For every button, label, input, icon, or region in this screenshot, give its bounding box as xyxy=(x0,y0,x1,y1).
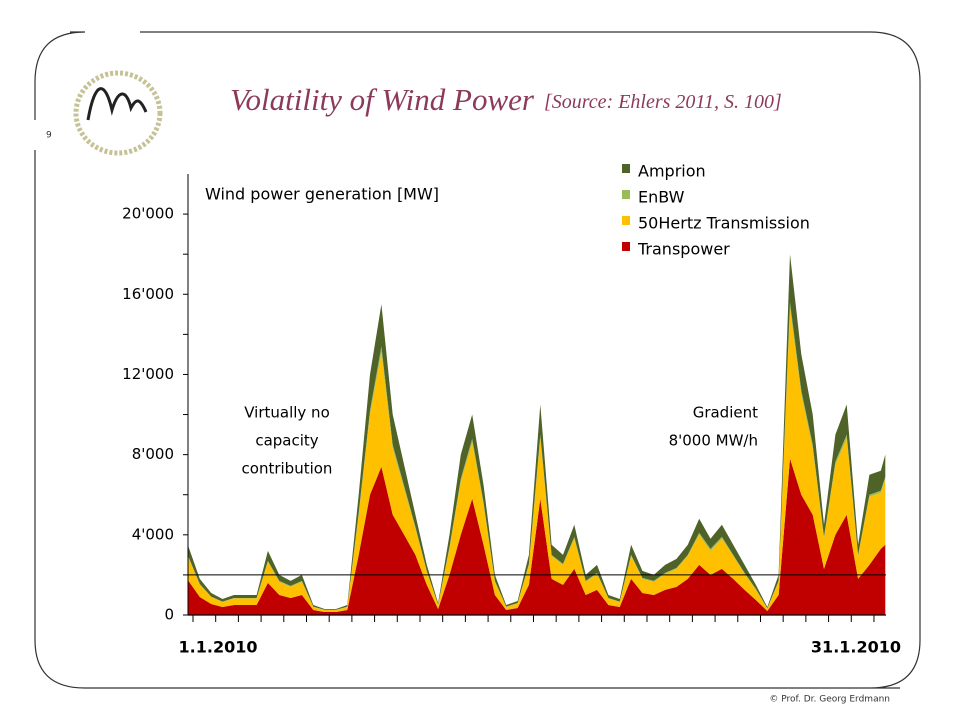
legend-label: Transpower xyxy=(637,240,730,259)
copyright: © Prof. Dr. Georg Erdmann xyxy=(769,695,890,705)
y-tick-label: 8'000 xyxy=(132,445,174,463)
logo xyxy=(73,70,163,156)
y-tick-label: 0 xyxy=(164,606,174,624)
x-tick-label: 31.1.2010 xyxy=(811,638,901,657)
title-source: [Source: Ehlers 2011, S. 100] xyxy=(544,91,782,113)
legend-swatch xyxy=(622,242,630,251)
y-tick-label: 20'000 xyxy=(122,205,174,223)
annotation: 8'000 MW/h xyxy=(669,432,758,450)
annotation: contribution xyxy=(242,460,333,478)
annotation: Virtually no xyxy=(244,404,330,422)
legend-label: 50Hertz Transmission xyxy=(638,214,810,233)
legend-swatch xyxy=(622,190,630,199)
y-axis-label: Wind power generation [MW] xyxy=(205,185,439,204)
plot: 0 4'000 8'000 12'000 16'000 20'000 1.1.2010 31.… xyxy=(122,162,901,657)
page-number: 9 xyxy=(46,131,52,141)
title-main: Volatility of Wind Power xyxy=(230,82,535,117)
annotation: Gradient xyxy=(693,404,758,422)
area-series xyxy=(188,458,886,615)
x-tick-label: 1.1.2010 xyxy=(179,638,258,657)
legend-swatch xyxy=(622,216,630,225)
y-tick-label: 12'000 xyxy=(122,365,174,383)
legend-label: Amprion xyxy=(638,162,706,181)
title: Volatility of Wind Power [Source: Ehlers… xyxy=(230,82,782,117)
legend-swatch xyxy=(622,164,630,173)
legend-label: EnBW xyxy=(638,188,685,207)
slide-frame xyxy=(34,31,921,689)
y-tick-label: 4'000 xyxy=(132,525,174,543)
annotation: capacity xyxy=(255,432,318,450)
y-tick-label: 16'000 xyxy=(122,285,174,303)
